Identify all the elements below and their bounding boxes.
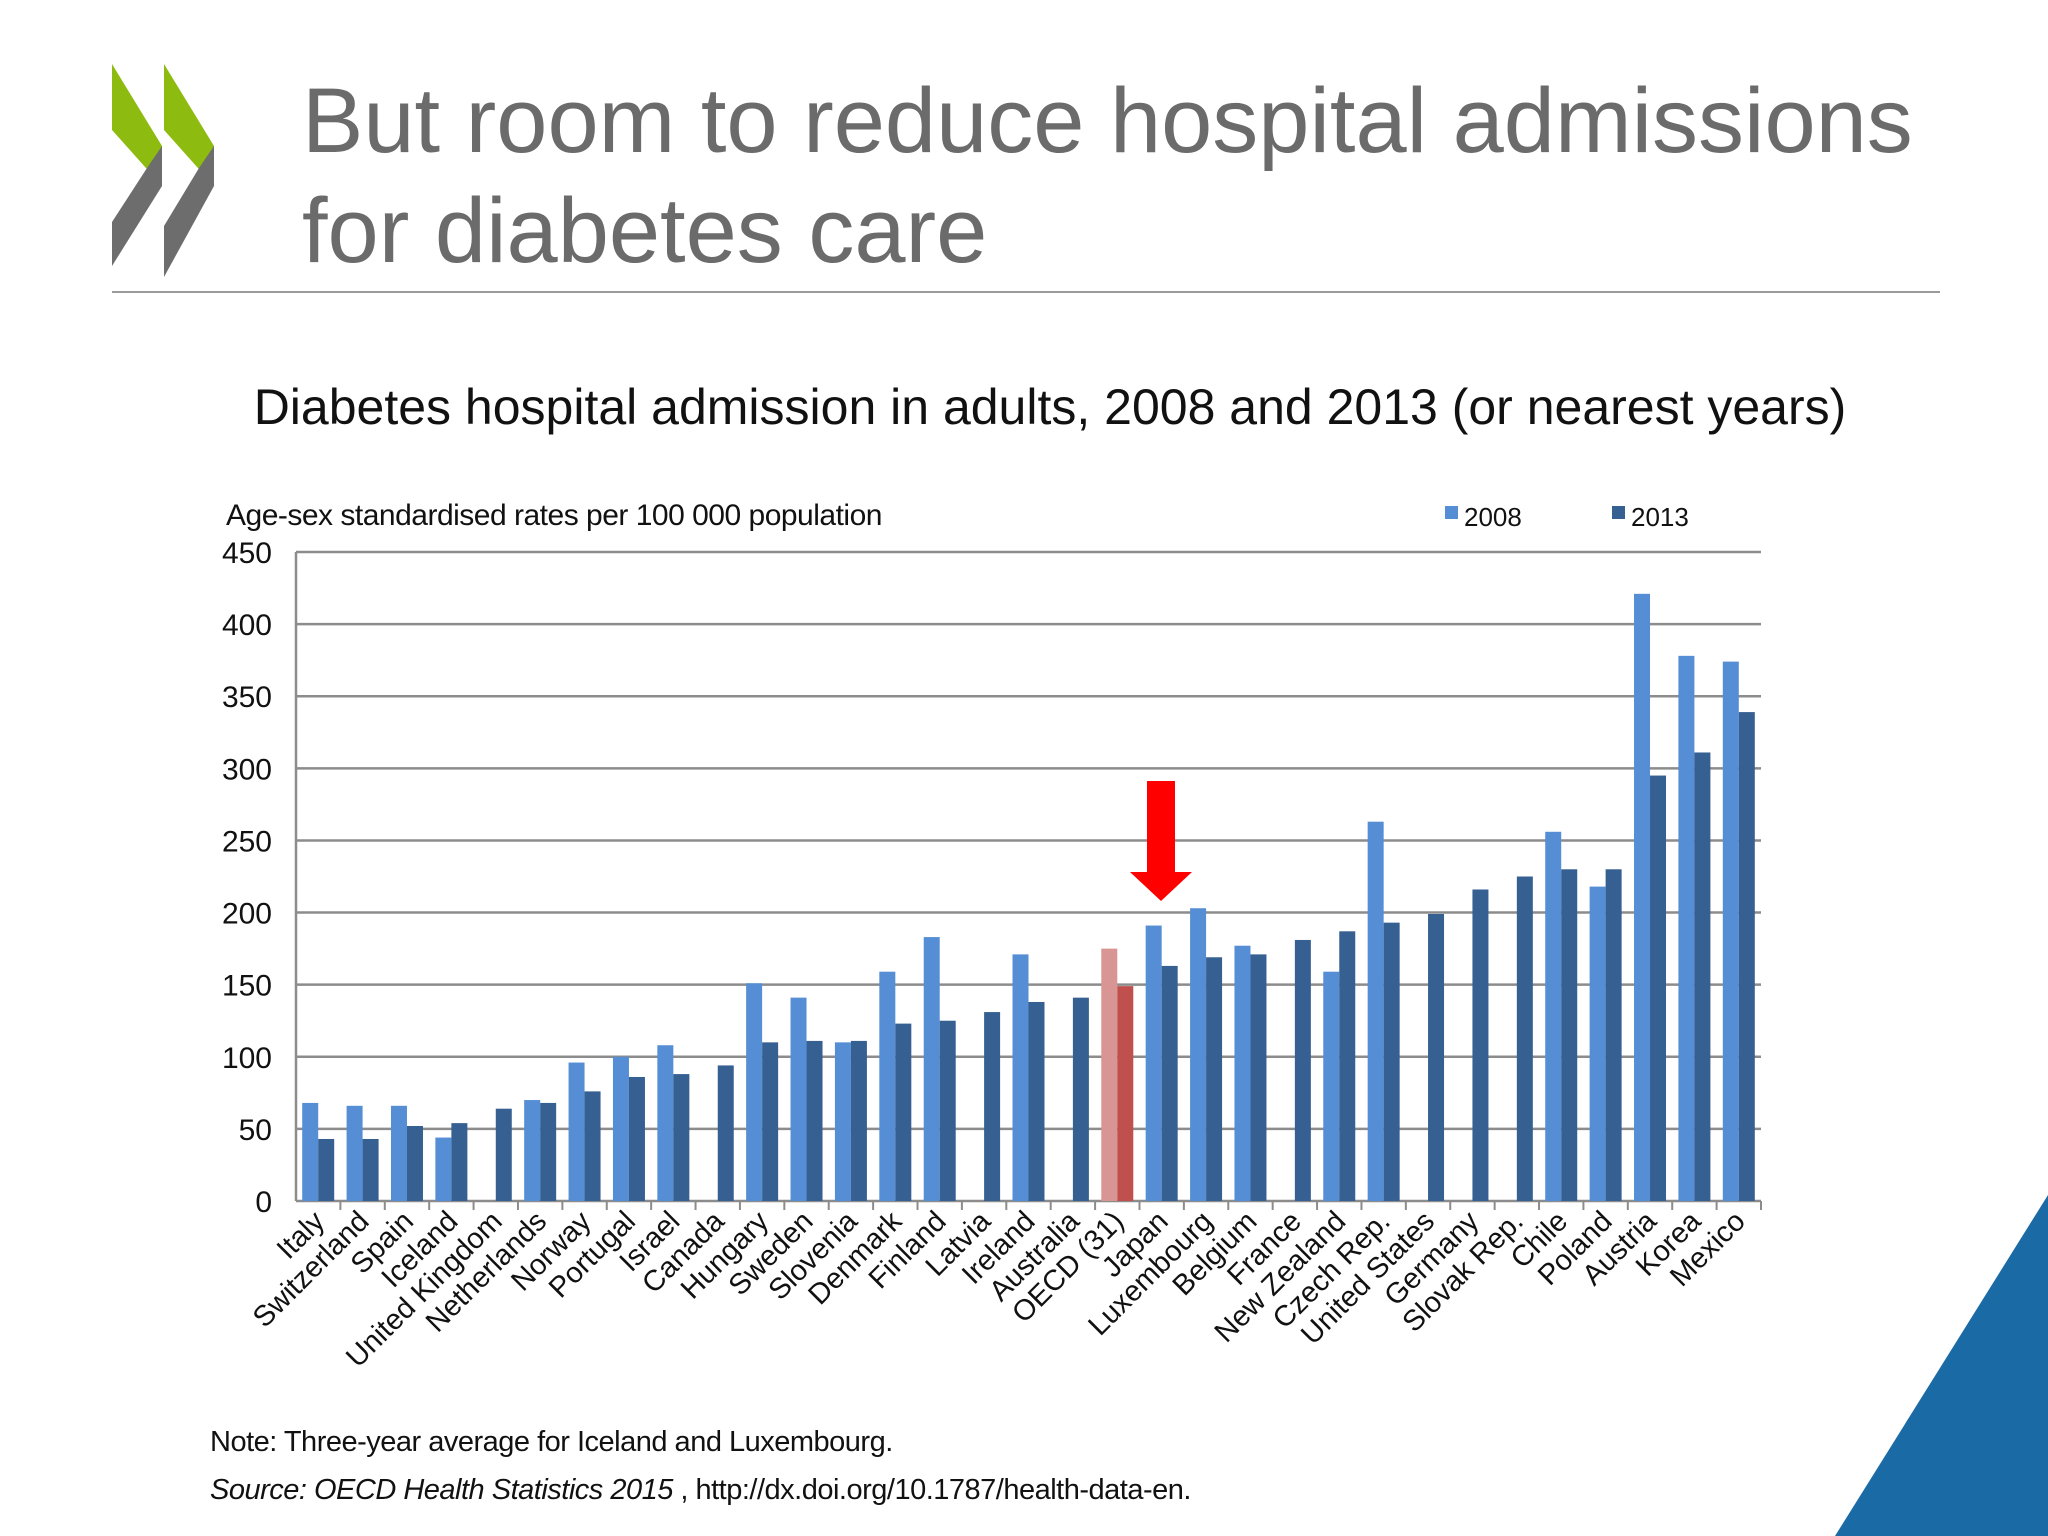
y-tick-label: 200 bbox=[222, 898, 272, 931]
chart-note: Note: Three-year average for Iceland and… bbox=[210, 1426, 893, 1458]
bar-2008 bbox=[879, 971, 896, 1201]
legend-label-2013: 2013 bbox=[1631, 502, 1689, 532]
bar-2008 bbox=[657, 1045, 674, 1201]
source-link: , http://dx.doi.org/10.1787/health-data-… bbox=[672, 1474, 1191, 1506]
bar-2013 bbox=[540, 1102, 557, 1201]
bar-2008 bbox=[346, 1105, 363, 1201]
bar-2013 bbox=[1472, 889, 1489, 1201]
bar-2013 bbox=[1738, 712, 1755, 1201]
bar-2008 bbox=[923, 937, 940, 1201]
legend-swatch-2008 bbox=[1445, 506, 1458, 519]
bar-2013 bbox=[984, 1012, 1001, 1201]
bar-2008 bbox=[1190, 908, 1207, 1201]
bar-2008 bbox=[302, 1102, 319, 1201]
bar-2013 bbox=[1250, 954, 1267, 1201]
oecd-logo bbox=[112, 64, 214, 277]
bar-2008 bbox=[390, 1105, 407, 1201]
bar-2013 bbox=[584, 1091, 601, 1201]
bar-2013 bbox=[1605, 869, 1622, 1201]
bar-2013 bbox=[939, 1020, 956, 1201]
red-arrow-icon bbox=[1130, 781, 1192, 901]
y-tick-label: 450 bbox=[222, 537, 272, 570]
bar-2013 bbox=[1694, 752, 1711, 1201]
bar-2013 bbox=[1161, 965, 1178, 1201]
y-tick-label: 50 bbox=[239, 1114, 272, 1147]
bar-2008 bbox=[834, 1042, 851, 1201]
bar-2013 bbox=[1117, 986, 1134, 1201]
bar-2008 bbox=[524, 1100, 541, 1201]
y-tick-label: 250 bbox=[222, 825, 272, 858]
chart-title: Diabetes hospital admission in adults, 2… bbox=[253, 379, 1847, 435]
bar-2008 bbox=[790, 997, 807, 1201]
bar-2008 bbox=[1678, 655, 1695, 1201]
bar-2008 bbox=[1589, 886, 1606, 1201]
source-name: Source: OECD Health Statistics 2015 bbox=[210, 1474, 673, 1506]
bar-2008 bbox=[1101, 948, 1118, 1201]
legend-label-2008: 2008 bbox=[1464, 502, 1522, 532]
bar-2013 bbox=[318, 1138, 335, 1201]
bar-2013 bbox=[1339, 931, 1356, 1201]
bar-2008 bbox=[1367, 821, 1384, 1201]
bar-2008 bbox=[1722, 661, 1739, 1201]
bar-2008 bbox=[1323, 971, 1340, 1201]
bar-2013 bbox=[1650, 775, 1667, 1201]
bar-2013 bbox=[1206, 957, 1223, 1201]
chart-source: Source: OECD Health Statistics 2015 , ht… bbox=[210, 1474, 1191, 1507]
y-tick-label: 150 bbox=[222, 970, 272, 1003]
bar-2008 bbox=[568, 1062, 585, 1201]
bar-2008 bbox=[1145, 925, 1162, 1201]
slide-title: But room to reduce hospital admissions f… bbox=[302, 66, 2002, 286]
bar-2013 bbox=[362, 1138, 379, 1201]
bar-2013 bbox=[673, 1074, 690, 1201]
bar-2008 bbox=[1545, 831, 1562, 1201]
bar-2008 bbox=[1234, 945, 1251, 1201]
bar-2013 bbox=[1383, 922, 1400, 1201]
bar-2013 bbox=[1561, 869, 1578, 1201]
bar-2013 bbox=[1294, 939, 1311, 1201]
bar-2013 bbox=[1516, 876, 1533, 1201]
bar-chart: 0 50 100 150 200 250 300 350 400 450 Age-sex stand… bbox=[222, 499, 1762, 1374]
bar-2013 bbox=[806, 1040, 823, 1201]
corner-accent bbox=[1835, 1195, 2048, 1536]
title-divider bbox=[112, 291, 1940, 293]
bar-2013 bbox=[406, 1126, 423, 1201]
bar-2013 bbox=[850, 1040, 867, 1201]
y-tick-label: 400 bbox=[222, 609, 272, 642]
y-tick-label: 300 bbox=[222, 753, 272, 786]
bar-2013 bbox=[762, 1042, 779, 1201]
bar-2013 bbox=[1028, 1001, 1045, 1201]
bar-2008 bbox=[1634, 593, 1651, 1201]
y-tick-label: 0 bbox=[255, 1186, 272, 1219]
legend-swatch-2013 bbox=[1612, 506, 1625, 519]
bar-2013 bbox=[451, 1123, 468, 1201]
title-line-2: for diabetes care bbox=[302, 180, 988, 282]
y-tick-label: 100 bbox=[222, 1042, 272, 1075]
bar-2013 bbox=[717, 1065, 734, 1201]
bar-2008 bbox=[746, 983, 763, 1201]
bar-2013 bbox=[628, 1076, 645, 1201]
bar-2008 bbox=[1012, 954, 1029, 1201]
bar-2013 bbox=[895, 1023, 912, 1201]
bar-2013 bbox=[1072, 997, 1089, 1201]
bar-2013 bbox=[495, 1108, 512, 1201]
y-axis-label: Age-sex standardised rates per 100 000 p… bbox=[226, 499, 882, 532]
y-tick-label: 350 bbox=[222, 681, 272, 714]
bar-2008 bbox=[612, 1056, 629, 1201]
bar-2008 bbox=[435, 1137, 452, 1201]
title-line-1: But room to reduce hospital admissions bbox=[302, 70, 1913, 172]
bar-2013 bbox=[1428, 913, 1445, 1201]
